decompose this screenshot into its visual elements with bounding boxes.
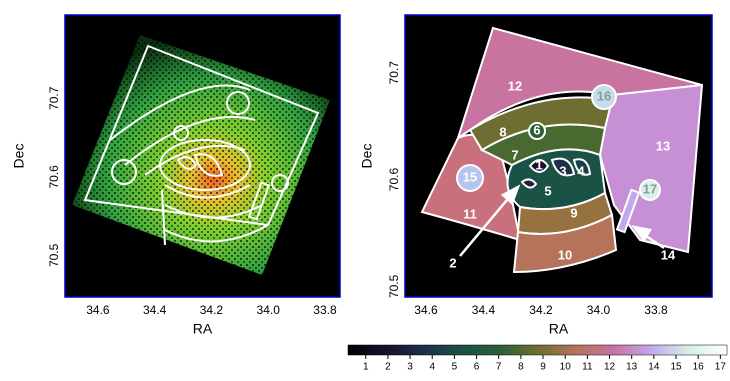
colorbar-tick-label: 12 (604, 362, 616, 373)
y-tick-label: 70.7 (387, 61, 401, 85)
arrows (459, 184, 665, 257)
y-tick-label: 70.6 (47, 165, 61, 189)
x-tick-label: 34.4 (143, 303, 167, 317)
x-tick-label: 34.6 (86, 303, 110, 317)
region (591, 84, 617, 110)
region-label: 2 (449, 255, 456, 270)
colorbar-tick-label: 7 (496, 362, 502, 373)
x-tick-label: 33.8 (313, 303, 337, 317)
y-axis-label: Dec (359, 144, 375, 169)
region (528, 122, 546, 140)
colorbar-tick-label: 4 (429, 362, 435, 373)
x-axis-label: RA (549, 321, 569, 337)
colorbar-tick-label: 8 (518, 362, 524, 373)
region-label: 17 (643, 181, 657, 196)
colorbar-tick-label: 13 (626, 362, 638, 373)
x-tick-label: 34.4 (472, 303, 496, 317)
colorbar-tick-label: 2 (385, 362, 391, 373)
colorbar-tick-label: 15 (670, 362, 682, 373)
x-tick-label: 34.2 (200, 303, 224, 317)
region-label: 10 (558, 247, 572, 262)
region-label: 16 (597, 88, 611, 103)
x-tick-label: 34.6 (414, 303, 438, 317)
region (512, 213, 618, 274)
region-label: 6 (533, 122, 540, 137)
region-label: 1 (535, 157, 542, 172)
region-label: 3 (559, 163, 566, 178)
region-label: 15 (463, 169, 477, 184)
x-tick-label: 33.8 (644, 303, 668, 317)
region-label: 11 (463, 206, 477, 221)
y-tick-label: 70.5 (47, 243, 61, 267)
y-axis-label: Dec (11, 144, 27, 169)
region-outlines (83, 44, 320, 246)
region (456, 164, 484, 192)
colorbar-tick-label: 11 (582, 362, 593, 373)
y-tick-label: 70.7 (47, 86, 61, 110)
y-tick-label: 70.5 (387, 274, 401, 298)
region (615, 188, 641, 234)
x-axis-label: RA (193, 321, 213, 337)
region-label: 14 (661, 247, 676, 262)
colorbar-tick-label: 17 (715, 362, 727, 373)
region (550, 157, 576, 177)
colorbar-tick-label: 16 (693, 362, 705, 373)
colorbar-tick-label: 10 (560, 362, 572, 373)
colorbar-tick-label: 1 (363, 362, 369, 373)
colorbar-tick-label: 5 (452, 362, 458, 373)
colorbar-tick-label: 9 (540, 362, 546, 373)
region-label: 13 (656, 138, 670, 153)
region (520, 178, 538, 189)
y-tick-label: 70.6 (387, 167, 401, 191)
region (528, 159, 550, 173)
colorbar-tick-label: 6 (474, 362, 480, 373)
x-tick-label: 34.0 (587, 303, 611, 317)
x-tick-label: 34.0 (257, 303, 281, 317)
region (572, 158, 592, 176)
region-label: 12 (508, 78, 522, 93)
region-label: 9 (570, 205, 577, 220)
region-label: 4 (577, 163, 585, 178)
colorbar-tick-label: 14 (648, 362, 660, 373)
region-label: 8 (499, 124, 506, 139)
region-label: 5 (544, 183, 551, 198)
regions (420, 26, 704, 274)
x-tick-label: 34.2 (529, 303, 553, 317)
region-label: 7 (511, 147, 518, 162)
region (639, 179, 661, 201)
colorbar-tick-label: 3 (407, 362, 413, 373)
colorbar (347, 344, 728, 356)
